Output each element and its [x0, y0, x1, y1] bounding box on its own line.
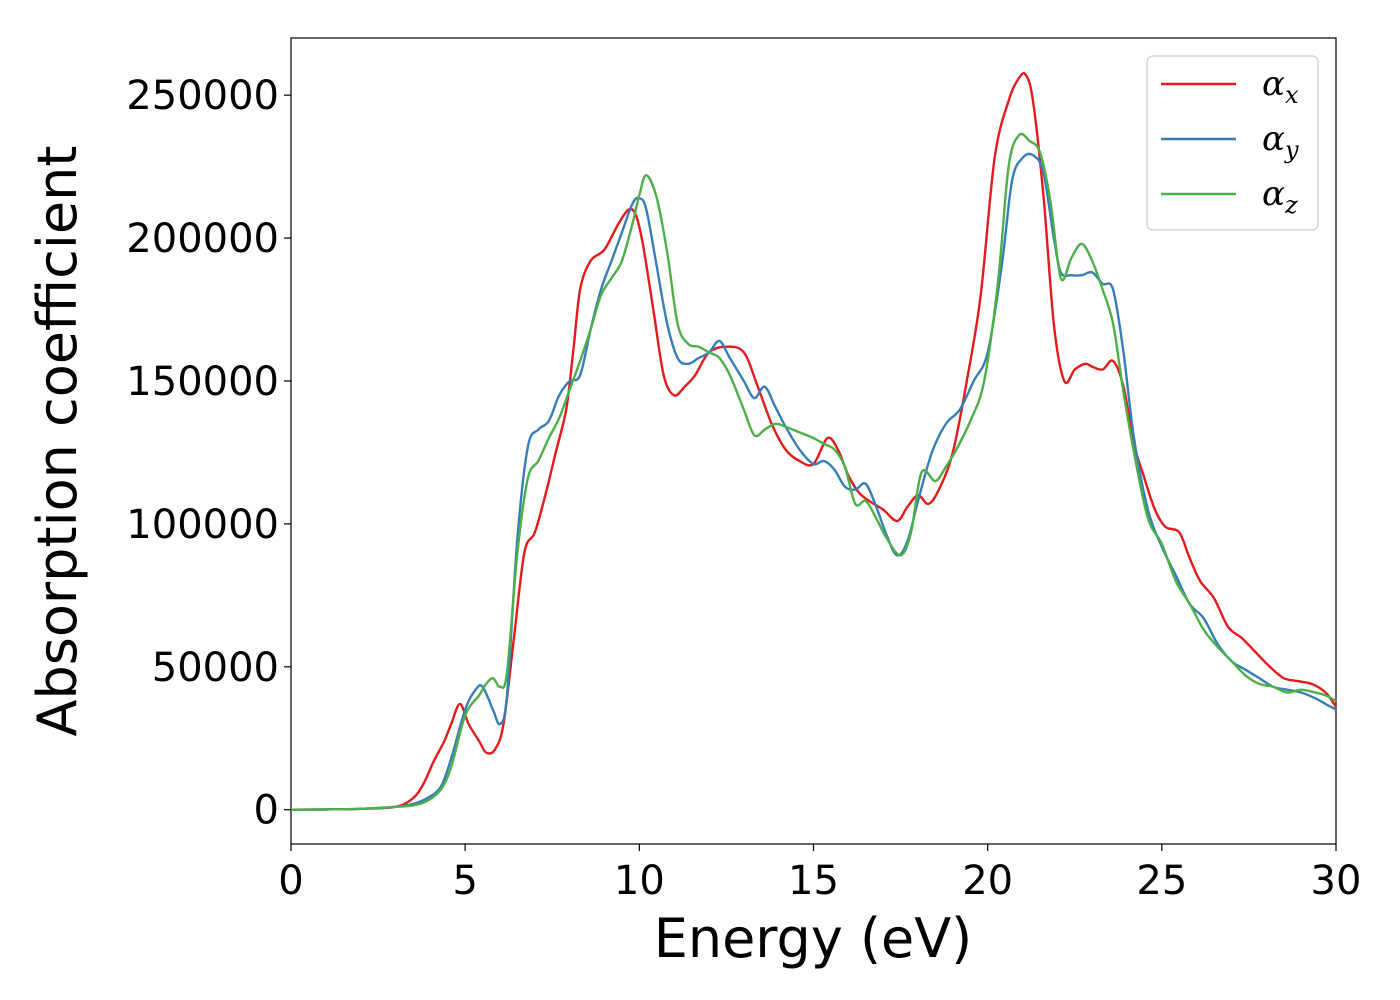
y-tick-label: 100000: [126, 502, 279, 548]
y-tick-label: 0: [254, 788, 279, 834]
y-tick-label: 200000: [126, 216, 279, 262]
series-line-y: [290, 152, 1337, 811]
series-line-z: [290, 132, 1337, 811]
x-tick-label: 20: [962, 858, 1013, 904]
legend-label-z: αz: [1262, 174, 1298, 219]
x-tick-label: 10: [614, 858, 665, 904]
x-tick-label: 15: [788, 858, 839, 904]
legend-subscript: y: [1284, 136, 1299, 164]
y-tick-label: 250000: [126, 73, 279, 119]
x-axis-ticks: 0 5 10 15 20 25 30: [278, 844, 1361, 904]
legend-subscript: z: [1284, 191, 1298, 219]
legend-symbol: α: [1262, 119, 1285, 159]
x-tick-label: 0: [278, 858, 303, 904]
x-tick-label: 5: [452, 858, 477, 904]
y-axis-ticks: 0 50000 100000 150000 200000 250000: [126, 73, 291, 834]
legend-label-y: αy: [1262, 119, 1299, 164]
legend-subscript: x: [1285, 81, 1299, 109]
legend-box: [1146, 55, 1319, 231]
legend-label-x: αx: [1262, 64, 1299, 109]
x-tick-label: 30: [1311, 858, 1362, 904]
y-axis-title: Absorption coefficient: [26, 146, 89, 737]
x-tick-label: 25: [1136, 858, 1187, 904]
legend-symbol: α: [1262, 174, 1285, 214]
y-tick-label: 150000: [126, 359, 279, 405]
series-layer: [290, 72, 1337, 811]
x-axis-title: Energy (eV): [654, 907, 973, 970]
legend-symbol: α: [1262, 64, 1285, 104]
y-tick-label: 50000: [152, 645, 279, 691]
